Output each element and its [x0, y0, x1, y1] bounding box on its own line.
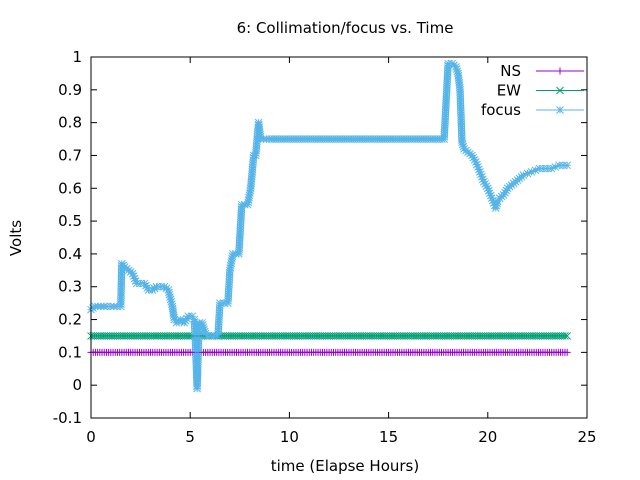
- x-axis-label: time (Elapse Hours): [271, 457, 419, 475]
- legend-marker: [556, 106, 564, 114]
- x-tick-label: 20: [478, 428, 497, 446]
- legend-label: EW: [497, 82, 521, 100]
- y-tick-label: 0.6: [58, 179, 82, 197]
- legend-marker: [556, 67, 564, 75]
- y-tick-label: -0.1: [53, 409, 82, 427]
- plot-frame: [90, 56, 588, 419]
- y-tick-label: 0.5: [58, 212, 82, 230]
- chart-title: 6: Collimation/focus vs. Time: [237, 19, 454, 37]
- x-tick-label: 25: [577, 428, 596, 446]
- y-tick-label: 0.9: [58, 81, 82, 99]
- y-tick-label: 1: [72, 48, 82, 66]
- y-tick-label: 0.7: [58, 146, 82, 164]
- legend-label: focus: [481, 101, 521, 119]
- x-tick-label: 15: [379, 428, 398, 446]
- x-tick-label: 5: [185, 428, 195, 446]
- x-tick-label: 10: [280, 428, 299, 446]
- legend-marker: [556, 86, 564, 95]
- series-line-focus: [90, 63, 568, 389]
- y-axis-label: Volts: [7, 220, 25, 256]
- series-lines: [90, 63, 568, 389]
- y-tick-label: 0.2: [58, 311, 82, 329]
- y-tick-label: 0.4: [58, 245, 82, 263]
- tick-labels: 0 5 10 15 20 25-0.100.10.20.30.40.50.60.70.80…: [53, 48, 597, 446]
- x-tick-label: 0: [86, 428, 96, 446]
- legend-label: NS: [500, 62, 521, 80]
- y-tick-label: 0: [72, 376, 82, 394]
- y-tick-label: 0.1: [58, 343, 82, 361]
- y-tick-label: 0.8: [58, 114, 82, 132]
- y-tick-label: 0.3: [58, 278, 82, 296]
